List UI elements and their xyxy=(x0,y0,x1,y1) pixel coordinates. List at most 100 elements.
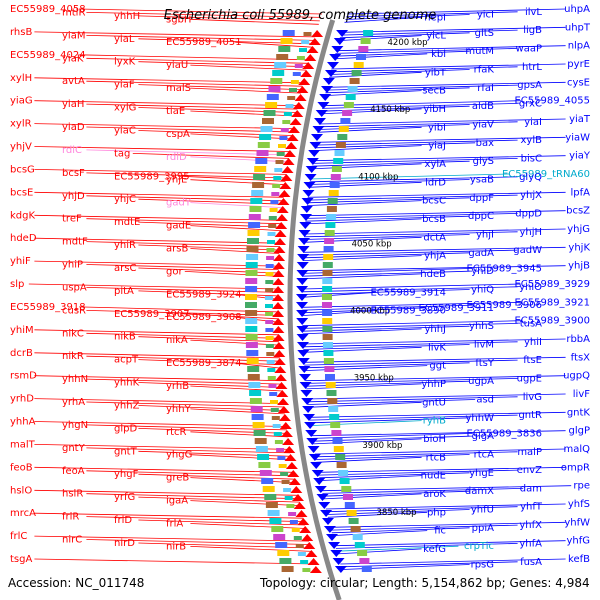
left-connector-line xyxy=(34,237,280,244)
forward-gene-arrow xyxy=(284,454,297,461)
right-connector-line xyxy=(309,173,510,180)
forward-gene-arrow xyxy=(274,374,287,381)
feature-block xyxy=(280,472,289,476)
forward-gene-arrow xyxy=(289,118,302,125)
right-gene-label: yhjA xyxy=(424,251,446,262)
right-connector-line xyxy=(330,66,518,73)
feature-block xyxy=(270,408,279,412)
left-gene-label: kdgK xyxy=(10,210,35,221)
right-gene-label: kbl xyxy=(431,49,446,60)
right-gene-label: rtcB xyxy=(426,452,447,463)
feature-block xyxy=(361,566,372,572)
right-gene-label: livK xyxy=(428,342,446,353)
feature-block xyxy=(356,54,366,60)
forward-gene-arrow xyxy=(280,174,293,181)
right-gene-label: gpsA xyxy=(517,80,542,91)
right-connector-line xyxy=(314,145,422,151)
left-connector-line xyxy=(34,466,294,473)
right-connector-line xyxy=(318,121,518,128)
forward-gene-arrow xyxy=(281,166,294,173)
right-gene-label: aldB xyxy=(472,101,494,112)
reverse-gene-arrow xyxy=(320,510,333,517)
right-connector-line xyxy=(312,155,566,162)
right-connector-line xyxy=(323,493,422,500)
feature-block xyxy=(272,424,281,428)
kbp-marker: 3900 kbp xyxy=(362,441,402,451)
left-gene-label: gntY xyxy=(62,443,86,454)
left-gene-label: yhgG xyxy=(166,450,192,461)
left-gene-label: nirB xyxy=(166,541,186,552)
forward-gene-arrow xyxy=(287,470,300,477)
forward-gene-arrow xyxy=(298,78,311,85)
right-gene-label: nepI xyxy=(424,12,446,23)
kbp-marker: 4200 kbp xyxy=(388,38,428,48)
forward-gene-arrow xyxy=(272,326,285,333)
feature-block xyxy=(291,528,300,532)
feature-block xyxy=(323,342,333,348)
left-connector-line xyxy=(190,500,301,506)
reverse-gene-arrow xyxy=(306,438,319,445)
forward-gene-arrow xyxy=(278,190,291,197)
right-connector-line xyxy=(303,246,566,253)
left-gene-label: hslR xyxy=(62,489,83,500)
forward-gene-arrow xyxy=(295,510,308,517)
forward-gene-arrow xyxy=(278,414,291,421)
left-gene-label: EC55989_3918 xyxy=(10,302,86,313)
right-gene-label: EC55989_3906 xyxy=(466,300,542,311)
reverse-gene-arrow xyxy=(300,390,313,397)
feature-block xyxy=(279,558,292,564)
right-gene-label: rpe xyxy=(573,481,590,492)
feature-block xyxy=(322,334,333,340)
reverse-gene-arrow xyxy=(296,302,308,309)
right-connector-line xyxy=(330,521,566,528)
feature-block xyxy=(280,128,289,132)
right-gene-label: kefG xyxy=(423,544,446,555)
right-gene-label: ugpA xyxy=(468,376,494,387)
left-connector-line xyxy=(86,424,287,431)
right-gene-label: secB xyxy=(422,86,446,97)
feature-block xyxy=(245,302,257,308)
forward-gene-arrow xyxy=(307,558,320,565)
right-connector-line xyxy=(344,16,422,23)
feature-block xyxy=(327,398,338,404)
reverse-gene-arrow xyxy=(326,534,338,541)
feature-block xyxy=(271,526,284,532)
left-gene-label: EC55989_3907 xyxy=(114,309,190,320)
forward-gene-arrow xyxy=(305,550,318,557)
left-gene-label: tag xyxy=(114,148,130,159)
forward-gene-arrow xyxy=(272,294,284,301)
feature-block xyxy=(248,222,261,228)
forward-gene-arrow xyxy=(273,246,286,253)
reverse-gene-arrow xyxy=(321,86,333,93)
feature-block xyxy=(245,318,258,324)
right-gene-label: asd xyxy=(476,395,494,406)
feature-block xyxy=(289,88,297,92)
feature-block xyxy=(268,216,277,220)
feature-block xyxy=(264,494,277,500)
left-gene-label: bcsG xyxy=(10,164,35,175)
right-gene-label: yhfU xyxy=(471,505,494,516)
feature-block xyxy=(323,358,334,364)
left-gene-label: yhhK xyxy=(114,378,140,389)
reverse-gene-arrow xyxy=(296,294,308,301)
feature-block xyxy=(255,446,268,452)
kbp-marker: 3950 kbp xyxy=(354,374,394,384)
left-connector-line xyxy=(86,126,293,133)
forward-gene-arrow xyxy=(282,158,295,165)
backbone-arc xyxy=(287,19,342,600)
forward-gene-arrow xyxy=(273,358,286,365)
reverse-gene-arrow xyxy=(297,342,309,349)
left-connector-line xyxy=(86,103,298,110)
feature-block xyxy=(252,422,265,428)
feature-block xyxy=(267,368,276,372)
feature-block xyxy=(259,470,272,476)
right-connector-line xyxy=(304,228,566,235)
reverse-gene-arrow xyxy=(334,566,347,573)
left-gene-label: yhjD xyxy=(62,191,85,202)
forward-gene-arrow xyxy=(275,214,288,221)
right-gene-label: EC55989_3911 xyxy=(418,303,494,314)
left-gene-label: yhiP xyxy=(62,260,83,271)
right-gene-label: uhpT xyxy=(565,22,591,33)
feature-block xyxy=(322,294,332,300)
forward-gene-arrow xyxy=(302,62,315,69)
